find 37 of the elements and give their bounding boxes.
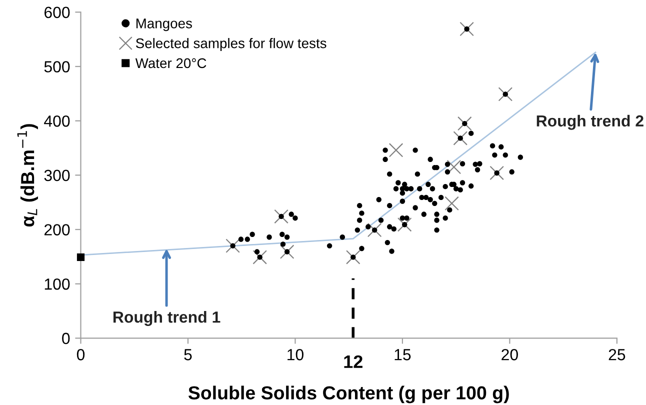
point (397, 217, 412, 232)
x-tick-label: 20 (502, 349, 518, 360)
x-tick-label: 25 (608, 349, 626, 360)
x-tick-label: 5 (184, 349, 192, 360)
y-tick-label: 300 (44, 170, 70, 182)
y-tick-label: 600 (44, 6, 70, 18)
point (274, 209, 288, 224)
y-axis-title: α$_{L}$ (dB.m$^{−1}$) (17, 124, 38, 227)
point (458, 116, 472, 131)
x-tick-label: 0 (76, 349, 85, 360)
point (498, 87, 513, 102)
annotation: Rough trend 1 (113, 311, 220, 326)
point (490, 166, 504, 180)
point (280, 244, 294, 259)
annotation: 12 (344, 355, 362, 368)
point (388, 143, 404, 158)
point (226, 238, 240, 253)
point (453, 131, 468, 146)
y-tick-label: 500 (44, 61, 70, 72)
y-tick-label: 400 (44, 115, 70, 127)
point (446, 160, 462, 174)
x-tick-label: 15 (394, 349, 411, 360)
y-tick-label: 100 (44, 278, 70, 290)
x-tick-label: 10 (288, 349, 304, 360)
legend-label: Selected samples for flow tests (136, 38, 326, 51)
point (444, 196, 459, 211)
y-tick-label: 0 (62, 332, 70, 344)
x-axis-title: Soluble Solids Content (g per 100 g) (188, 386, 509, 404)
point (460, 22, 474, 36)
point (346, 250, 360, 264)
legend-label: Water 20°C (135, 58, 206, 68)
annotation: Rough trend 2 (536, 114, 644, 130)
point (252, 250, 267, 264)
point (76, 253, 85, 262)
y-tick-label: 200 (44, 224, 70, 236)
point (367, 222, 382, 238)
legend-label: Mangoes (136, 18, 192, 32)
